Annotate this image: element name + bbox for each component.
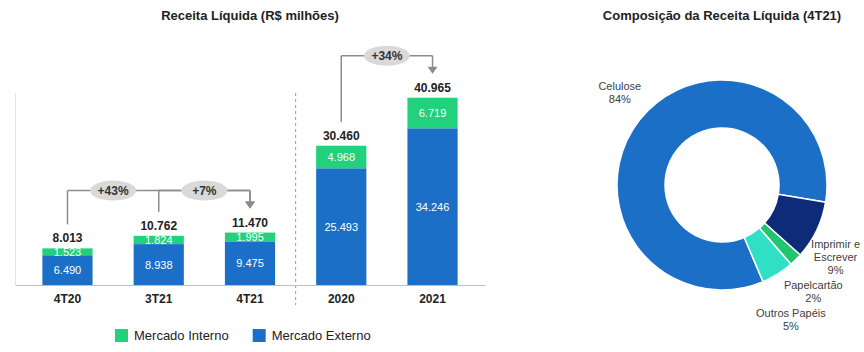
segment-label: 25.493 xyxy=(324,221,358,233)
slice-category-line: Outros Papéis xyxy=(756,307,826,319)
total-label: 10.762 xyxy=(140,219,177,233)
slice-category-line: Escrever xyxy=(814,251,858,263)
legend: Mercado Interno Mercado Externo xyxy=(115,328,371,343)
annotation-label: +7% xyxy=(192,184,217,198)
donut-slice xyxy=(744,228,791,282)
slice-category-line: Papelcartão xyxy=(784,279,843,291)
bar-segment xyxy=(42,255,92,285)
legend-swatch xyxy=(253,329,266,342)
annotation-arrowhead xyxy=(245,202,255,209)
annotation-line xyxy=(67,191,69,225)
chart-title: Composição da Receita Líquida (4T21) xyxy=(603,8,841,23)
segment-label: 1.523 xyxy=(54,246,82,258)
chart-canvas: Receita Líquida (R$ milhões) 1.523 1.824 1.… xyxy=(0,0,864,352)
bar-segment xyxy=(316,168,366,285)
segment-label: 8.938 xyxy=(145,259,173,271)
segment-label: 4.968 xyxy=(327,151,355,163)
slice-category-label: Celulose xyxy=(598,80,641,92)
y-axis-line xyxy=(15,94,16,286)
annotation-pill xyxy=(364,46,410,66)
legend-label: Mercado Interno xyxy=(134,328,229,343)
legend-label: Mercado Externo xyxy=(272,328,371,343)
slices xyxy=(617,80,827,290)
slice-category-label: Outros Papéis xyxy=(756,307,826,319)
bar-segment xyxy=(316,146,366,169)
total-label: 30.460 xyxy=(323,129,360,143)
donut-chart: Composição da Receita Líquida (4T21) Celu… xyxy=(598,8,860,332)
x-tick-label: 2021 xyxy=(419,292,446,306)
x-tick-label: 4T20 xyxy=(54,292,82,306)
annotation-label: +43% xyxy=(98,184,129,198)
slice-value-label: 5% xyxy=(783,320,799,332)
bar-segment xyxy=(407,98,457,129)
total-label: 40.965 xyxy=(414,81,451,95)
slice-labels: Celulose84% Imprimir eEscrever9% Papelcart… xyxy=(598,80,860,333)
segment-label: 6.719 xyxy=(419,107,447,119)
bars xyxy=(42,98,457,285)
annotation-arrow xyxy=(249,191,251,203)
x-tick: 3T21 xyxy=(145,285,173,306)
slice-category-line: Celulose xyxy=(598,80,641,92)
segment-label: 1.824 xyxy=(145,234,173,246)
slice-category-label: Imprimir eEscrever xyxy=(811,238,860,263)
x-tick-label: 4T21 xyxy=(236,292,264,306)
slice-value-label: 84% xyxy=(609,93,631,105)
bar-segment xyxy=(225,242,275,285)
x-axis-line xyxy=(16,285,486,286)
x-tick: 2020 xyxy=(328,285,355,306)
annotation-line xyxy=(341,56,343,122)
segment-label: 6.490 xyxy=(54,264,82,276)
segment-label: 9.475 xyxy=(236,257,264,269)
x-tick: 4T21 xyxy=(236,285,264,306)
donut-slice xyxy=(617,80,827,290)
x-axis: 4T20 3T21 4T21 2020 2021 xyxy=(16,285,486,306)
annotation-pill xyxy=(181,181,227,201)
x-tick-label: 2020 xyxy=(328,292,355,306)
section-separator xyxy=(295,93,296,305)
x-tick-label: 3T21 xyxy=(145,292,173,306)
annotation-arrowhead xyxy=(245,202,255,209)
segment-label: 1.995 xyxy=(236,231,264,243)
total-label: 11.470 xyxy=(232,216,268,230)
slice-category-line: Imprimir e xyxy=(811,238,860,250)
annotation-arrowhead xyxy=(428,67,438,74)
y-axis xyxy=(15,94,16,286)
x-tick: 4T20 xyxy=(54,285,82,306)
annotation-line xyxy=(158,191,160,212)
annotations: +43% +7% +34% xyxy=(67,46,437,225)
annotation-pill xyxy=(90,181,136,201)
slice-category-label: Papelcartão xyxy=(784,279,843,291)
total-label: 8.013 xyxy=(52,231,82,245)
annotation-arrow xyxy=(249,191,251,203)
bar-segment xyxy=(407,128,457,285)
chart-title: Receita Líquida (R$ milhões) xyxy=(161,8,339,23)
bar-chart: Receita Líquida (R$ milhões) 1.523 1.824 1.… xyxy=(16,8,486,343)
annotation-label: +34% xyxy=(371,49,402,63)
segment-label: 34.246 xyxy=(416,201,450,213)
slice-value-label: 2% xyxy=(805,292,821,304)
slice-value-label: 9% xyxy=(828,264,844,276)
annotation-arrow xyxy=(432,56,434,68)
legend-swatch xyxy=(115,329,128,342)
x-tick: 2021 xyxy=(419,285,446,306)
bar-segment xyxy=(134,244,184,285)
